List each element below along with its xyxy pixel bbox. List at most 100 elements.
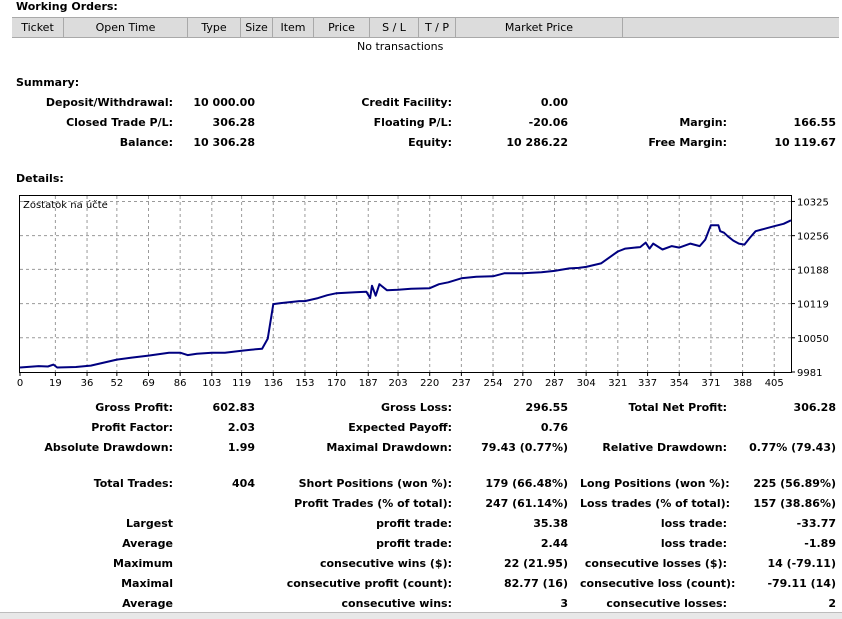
stat-profit-value: 82.77 (16) [504, 577, 568, 590]
stat-profit-label: profit trade: [376, 537, 452, 550]
chart-x-tick-label: 136 [264, 378, 283, 389]
margin-value: 166.55 [793, 116, 836, 129]
short-positions-label: Short Positions (won %): [298, 477, 452, 490]
stat-group-label: Largest [126, 517, 173, 530]
working-orders-title: Working Orders: [16, 0, 118, 13]
details-title: Details: [16, 172, 64, 185]
chart-y-tick-label: 10119 [797, 300, 829, 311]
total-net-profit-label: Total Net Profit: [628, 401, 728, 414]
stat-group-label: Maximal [121, 577, 173, 590]
chart-x-tick-label: 19 [49, 378, 62, 389]
chart-x-tick-label: 36 [81, 378, 94, 389]
stat-group-label: Maximum [113, 557, 173, 570]
equity-value: 10 286.22 [506, 136, 568, 149]
status-bar [0, 612, 842, 619]
chart-x-tick-label: 337 [638, 378, 657, 389]
column-header-ticket[interactable]: Ticket [12, 18, 64, 37]
credit-value: 0.00 [540, 96, 568, 109]
short-positions-value: 179 (66.48%) [485, 477, 568, 490]
stat-loss-label: consecutive losses: [606, 597, 727, 610]
stat-profit-value: 2.44 [540, 537, 568, 550]
chart-x-tick-label: 0 [17, 378, 23, 389]
chart-x-tick-label: 304 [577, 378, 596, 389]
chart-x-tick-label: 354 [670, 378, 689, 389]
maximal-drawdown-value: 79.43 (0.77%) [481, 441, 568, 454]
chart-x-tick-label: 237 [452, 378, 471, 389]
balance-label: Balance: [119, 136, 173, 149]
floating-pl-value: -20.06 [528, 116, 568, 129]
chart-x-tick-label: 405 [765, 378, 784, 389]
chart-y-tick-label: 9981 [797, 368, 822, 379]
column-header-sl[interactable]: S / L [370, 18, 419, 37]
stat-loss-label: loss trade: [660, 537, 727, 550]
column-header-price[interactable]: Price [314, 18, 370, 37]
long-positions-label: Long Positions (won %): [580, 477, 730, 490]
expected-payoff-value: 0.76 [540, 421, 568, 434]
column-header-tp[interactable]: T / P [419, 18, 456, 37]
chart-series-line [19, 219, 792, 369]
relative-drawdown-value: 0.77% (79.43) [749, 441, 836, 454]
loss-trades-value: 157 (38.86%) [753, 497, 836, 510]
gross-loss-value: 296.55 [525, 401, 568, 414]
profit-trades-label: Profit Trades (% of total): [294, 497, 452, 510]
free-margin-label: Free Margin: [648, 136, 727, 149]
stat-loss-value: -33.77 [796, 517, 836, 530]
stat-loss-label: consecutive losses ($): [584, 557, 727, 570]
column-header-open-time[interactable]: Open Time [64, 18, 188, 37]
gross-profit-value: 602.83 [212, 401, 255, 414]
profit-factor-label: Profit Factor: [91, 421, 173, 434]
stat-loss-value: 2 [828, 597, 836, 610]
column-header-type[interactable]: Type [188, 18, 241, 37]
closed-pl-label: Closed Trade P/L: [66, 116, 173, 129]
long-positions-value: 225 (56.89%) [753, 477, 836, 490]
stat-loss-value: 14 (-79.11) [767, 557, 836, 570]
stat-loss-value: -1.89 [804, 537, 836, 550]
loss-trades-label: Loss trades (% of total): [580, 497, 731, 510]
balance-chart-svg: 0 19 36 52 69 86 103 119 136 153 170 187 203 220 237 25… [17, 196, 829, 389]
absolute-drawdown-value: 1.99 [227, 441, 255, 454]
chart-y-tick-label: 10188 [797, 265, 829, 276]
stat-group-label: Average [122, 537, 173, 550]
chart-x-tick-label: 203 [389, 378, 408, 389]
chart-x-tick-label: 170 [327, 378, 346, 389]
stat-loss-label: consecutive loss (count): [580, 577, 736, 590]
chart-x-tick-label: 270 [513, 378, 532, 389]
relative-drawdown-label: Relative Drawdown: [602, 441, 727, 454]
stat-profit-value: 3 [560, 597, 568, 610]
stat-loss-label: loss trade: [660, 517, 727, 530]
stat-profit-value: 22 (21.95) [504, 557, 568, 570]
total-net-profit-value: 306.28 [793, 401, 836, 414]
equity-label: Equity: [408, 136, 452, 149]
margin-label: Margin: [679, 116, 727, 129]
deposit-label: Deposit/Withdrawal: [45, 96, 173, 109]
closed-pl-value: 306.28 [212, 116, 255, 129]
gross-loss-label: Gross Loss: [381, 401, 452, 414]
deposit-value: 10 000.00 [193, 96, 255, 109]
total-trades-label: Total Trades: [93, 477, 173, 490]
chart-x-tick-label: 321 [608, 378, 627, 389]
profit-factor-value: 2.03 [227, 421, 255, 434]
floating-pl-label: Floating P/L: [373, 116, 452, 129]
stat-profit-value: 35.38 [533, 517, 568, 530]
stat-loss-value: -79.11 (14) [767, 577, 836, 590]
chart-y-tick-label: 10050 [797, 334, 829, 345]
chart-y-tick-label: 10325 [797, 197, 829, 208]
absolute-drawdown-label: Absolute Drawdown: [44, 441, 173, 454]
balance-value: 10 306.28 [193, 136, 255, 149]
stat-profit-label: consecutive wins: [341, 597, 452, 610]
column-header-market-price[interactable]: Market Price [456, 18, 623, 37]
chart-x-tick-label: 220 [420, 378, 439, 389]
chart-x-tick-label: 371 [701, 378, 720, 389]
chart-x-tick-label: 86 [174, 378, 187, 389]
chart-x-tick-label: 388 [733, 378, 752, 389]
column-header-item[interactable]: Item [273, 18, 314, 37]
chart-title: Zostatok na účte [23, 199, 108, 211]
stat-profit-label: profit trade: [376, 517, 452, 530]
stat-profit-label: consecutive profit (count): [286, 577, 452, 590]
chart-y-tick-label: 10256 [797, 232, 829, 243]
credit-label: Credit Facility: [361, 96, 452, 109]
column-header-size[interactable]: Size [241, 18, 273, 37]
expected-payoff-label: Expected Payoff: [348, 421, 452, 434]
chart-x-tick-label: 254 [483, 378, 502, 389]
profit-trades-value: 247 (61.14%) [485, 497, 568, 510]
